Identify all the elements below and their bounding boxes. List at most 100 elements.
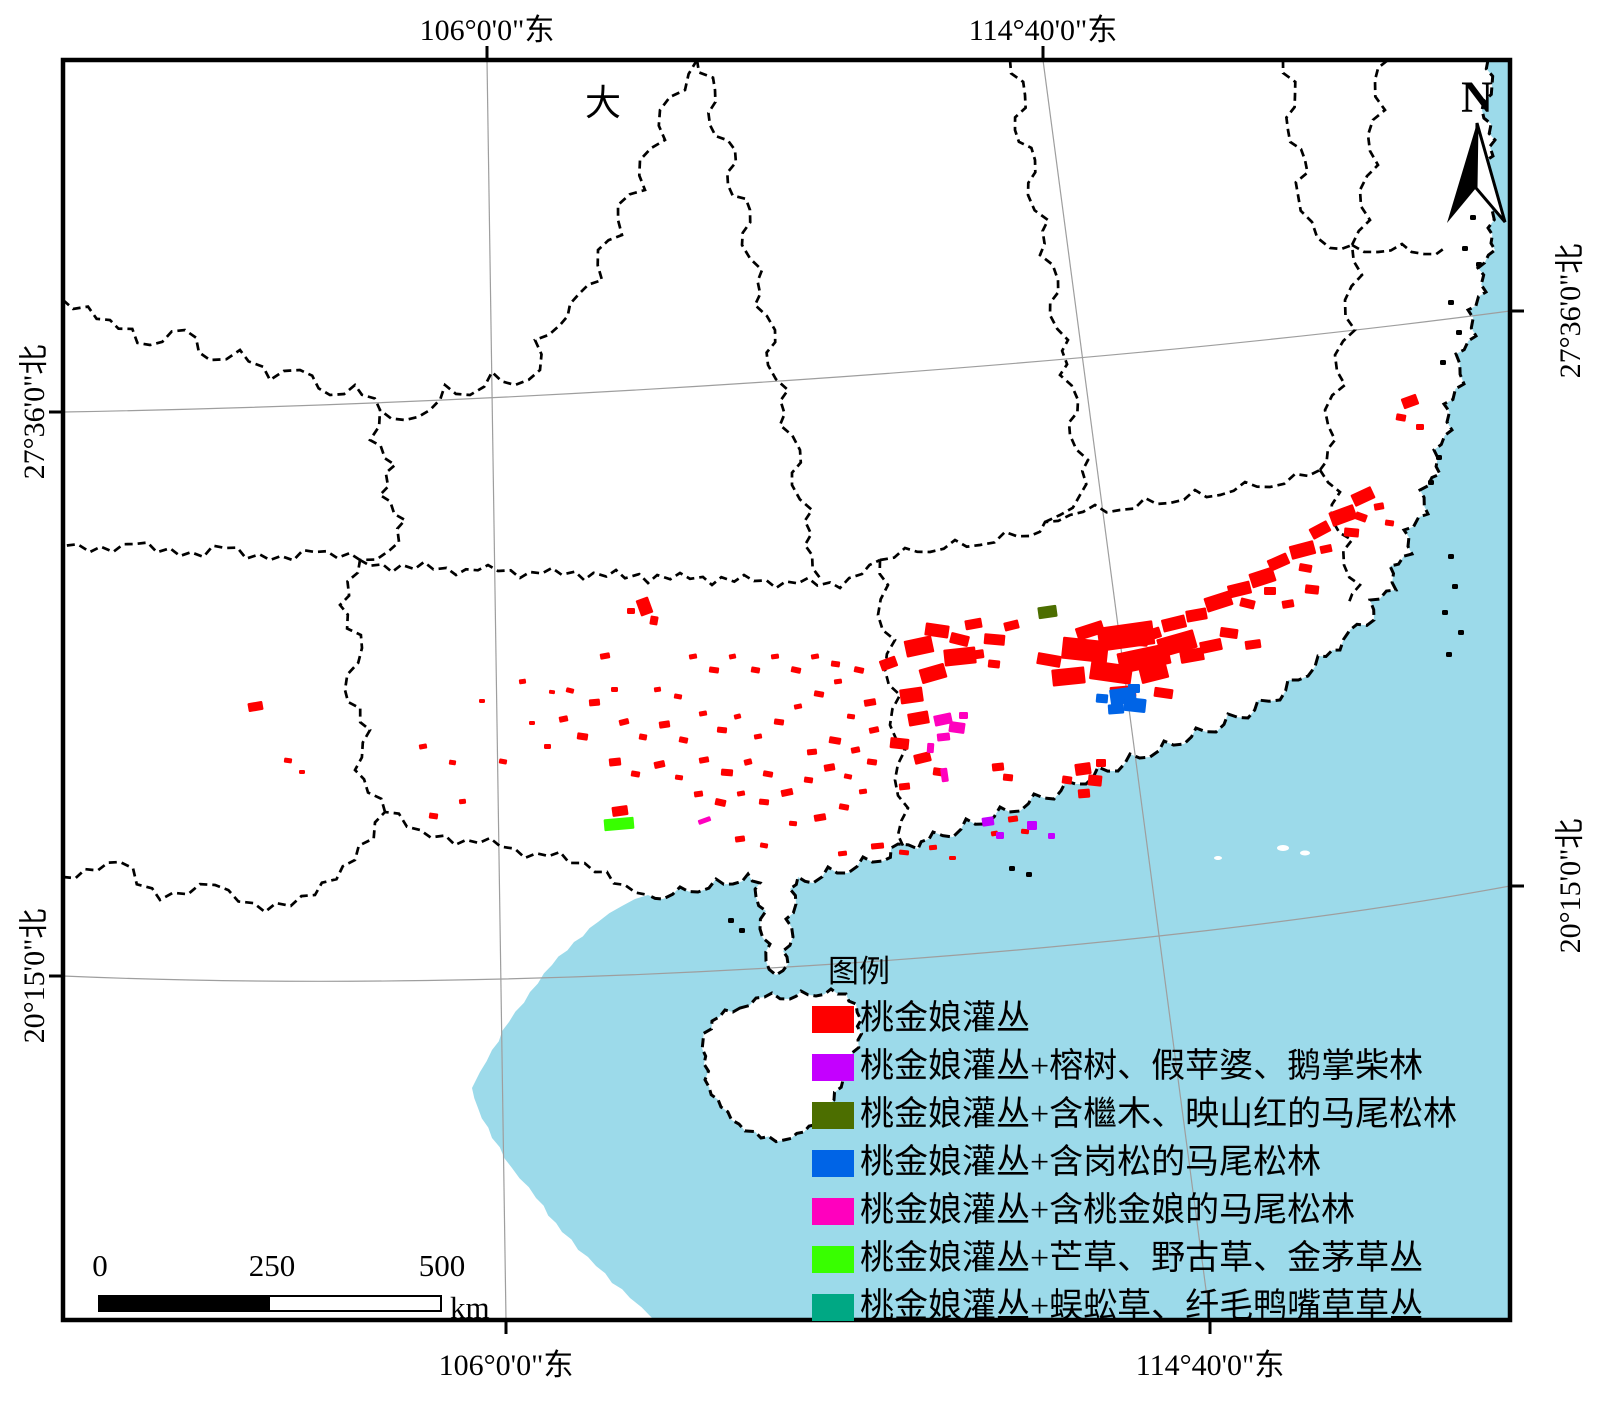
patch-red (1304, 584, 1320, 595)
legend: 图例 桃金娘灌丛 桃金娘灌丛+榕树、假苹婆、鹅掌柴林 桃金娘灌丛+含檵木、映山红的马… (812, 946, 1457, 1331)
patch-red (1051, 666, 1086, 687)
sea-area (472, 60, 1510, 1320)
patch-red (529, 721, 535, 725)
patch-red (1077, 788, 1091, 799)
patch-magenta (959, 712, 968, 719)
patch-red (588, 698, 601, 707)
patch-red (720, 768, 734, 777)
patch-red (889, 737, 910, 750)
legend-swatch (812, 1245, 854, 1273)
patch-red (770, 653, 780, 660)
patch-red (1264, 587, 1276, 595)
north-label: N (1461, 72, 1493, 122)
patch-red (833, 678, 843, 685)
patch-red (1127, 634, 1149, 647)
patch-red (1373, 502, 1385, 511)
patch-red (878, 655, 899, 672)
legend-label: 桃金娘灌丛+含檵木、映山红的马尾松林 (860, 1096, 1458, 1133)
patch-red (678, 736, 689, 744)
patch-red (247, 700, 264, 713)
patch-red (806, 748, 818, 756)
patch-red (1089, 660, 1133, 685)
patch-blue (1128, 684, 1140, 693)
patch-red (758, 798, 770, 806)
patch-red (428, 812, 439, 820)
patch-purple (1048, 833, 1055, 839)
axis-label-left-27: 27°36'0"北 (18, 344, 51, 480)
patch-red (608, 757, 622, 767)
patch-red (1087, 774, 1103, 787)
patch-blue (1095, 693, 1109, 704)
patch-olive (1037, 604, 1058, 620)
patch-red (913, 751, 932, 765)
legend-item: 桃金娘灌丛 (812, 995, 1457, 1043)
patch-red (788, 820, 798, 827)
patch-red (1288, 540, 1317, 560)
legend-item: 桃金娘灌丛+含桃金娘的马尾松林 (812, 1187, 1457, 1235)
patch-red (418, 743, 428, 750)
patch-red (1156, 629, 1198, 658)
legend-label: 桃金娘灌丛+蜈蚣草、纤毛鸭嘴草草丛 (860, 1288, 1424, 1325)
coastline (647, 60, 1500, 977)
patch-red (698, 710, 708, 717)
patch-red (1219, 626, 1239, 640)
legend-swatch (812, 1197, 854, 1225)
patch-red (1239, 597, 1256, 610)
patch-red (846, 713, 856, 720)
scale-tick-0: 0 (92, 1248, 108, 1283)
patch-red (750, 666, 761, 674)
patch-red (1248, 566, 1277, 589)
axis-label-left-20: 20°15'0"北 (18, 908, 51, 1044)
patch-red (1266, 552, 1291, 572)
patch-red (1061, 636, 1109, 664)
patch-magenta (936, 732, 951, 742)
axis-label-right-20: 20°15'0"北 (1554, 818, 1587, 954)
patch-red (1350, 486, 1376, 507)
patch-red (498, 758, 508, 765)
patch-red (868, 726, 880, 734)
scale-tick-250: 250 (248, 1248, 296, 1283)
coastal-islands (728, 215, 1482, 933)
patch-blue (1107, 703, 1125, 715)
patch-red (790, 666, 802, 674)
scale-tick-500: 500 (418, 1248, 466, 1283)
patch-red (850, 746, 861, 754)
patch-red (1007, 815, 1019, 823)
patch-red (949, 856, 956, 860)
patch-red (611, 805, 629, 817)
patch-purple (981, 816, 995, 827)
patch-red (1036, 652, 1062, 668)
patch-red (1395, 413, 1407, 422)
patch-red (627, 608, 635, 614)
patch-red (518, 678, 527, 685)
patch-red (638, 733, 648, 741)
axis-label-bottom-106: 106°0'0"东 (438, 1349, 574, 1382)
patch-red (693, 790, 704, 798)
patch-red (736, 790, 746, 797)
patch-red (448, 759, 457, 766)
north-arrow-icon (1447, 122, 1507, 223)
patch-red (838, 803, 850, 811)
patch-green (603, 816, 635, 832)
legend-item: 桃金娘灌丛+蜈蚣草、纤毛鸭嘴草草丛 (812, 1283, 1457, 1331)
legend-item: 桃金娘灌丛+含檵木、映山红的马尾松林 (812, 1091, 1457, 1139)
patch-red (714, 798, 727, 807)
patch-red (1096, 759, 1106, 767)
legend-label: 桃金娘灌丛 (860, 1000, 1030, 1037)
patch-red (1002, 773, 1014, 782)
patch-red (866, 758, 878, 766)
legend-label: 桃金娘灌丛+芒草、野古草、金茅草丛 (860, 1240, 1424, 1277)
patch-red (773, 718, 785, 726)
patch-red (728, 653, 737, 660)
graticule-ticks (49, 46, 1524, 1334)
legend-label: 桃金娘灌丛+榕树、假苹婆、鹅掌柴林 (860, 1048, 1424, 1085)
patch-red (843, 773, 853, 780)
patch-red (828, 736, 842, 745)
legend-swatch (812, 1053, 854, 1081)
patch-red (1319, 544, 1333, 554)
patch-red (1179, 647, 1205, 664)
patch-red (780, 788, 794, 797)
patch-red (1354, 511, 1368, 523)
patch-red (1061, 775, 1073, 785)
